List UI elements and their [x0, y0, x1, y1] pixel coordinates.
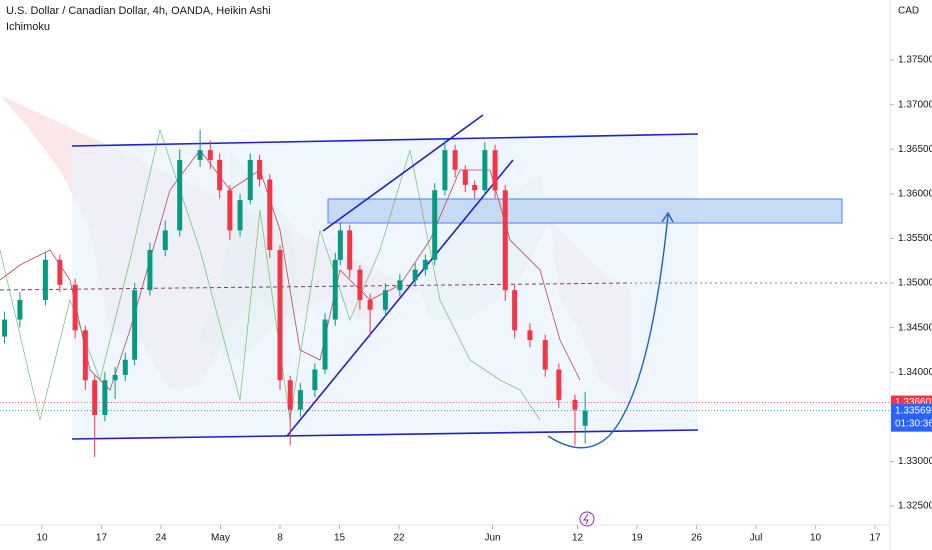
event-icon-bolt: [583, 513, 589, 525]
candle-body: [367, 299, 373, 310]
candle-body: [556, 369, 562, 400]
wedge-lower: [286, 159, 514, 437]
x-tick-label: 17: [96, 533, 108, 544]
candle-body: [357, 269, 363, 300]
price-tag: [891, 403, 932, 432]
x-tick-label: 10: [36, 533, 48, 544]
candle-body: [422, 259, 428, 270]
candle-body: [312, 369, 318, 391]
candle-body: [322, 319, 328, 370]
candle-body: [257, 159, 263, 180]
price-tag-label: 1.33569: [895, 405, 932, 416]
candle-body: [102, 380, 108, 416]
projection-arc: [547, 214, 669, 449]
candle-body: [542, 340, 548, 370]
candle-body: [17, 299, 23, 320]
chart-title: U.S. Dollar / Canadian Dollar, 4h, OANDA…: [6, 5, 271, 17]
plot: [2, 129, 588, 457]
candle-body: [572, 399, 578, 410]
candle-body: [297, 390, 303, 410]
projection-arrow: [661, 211, 674, 223]
candle-body: [442, 150, 448, 191]
base-line: [0, 149, 581, 391]
candle-body: [512, 290, 518, 331]
candle-body: [287, 380, 293, 410]
candle-body: [502, 190, 508, 291]
candle-body: [132, 290, 138, 360]
y-tick-label: 1.35000: [898, 278, 932, 289]
resistance-zone: [327, 198, 843, 224]
y-tick-label: 1.37000: [898, 99, 932, 110]
candle-body: [337, 230, 343, 260]
x-tick-label: 24: [155, 533, 167, 544]
candle-body: [382, 290, 388, 310]
candle-body: [57, 259, 63, 285]
candle-body: [217, 159, 223, 191]
x-tick-label: Jul: [750, 533, 763, 544]
x-tick-label: 12: [572, 533, 584, 544]
candle-body: [277, 250, 283, 381]
candle-body: [177, 159, 183, 231]
x-tick-label: 15: [334, 533, 346, 544]
y-tick-label: 1.37500: [898, 55, 932, 66]
y-tick-label: 1.32500: [898, 501, 932, 512]
wedge-upper: [322, 114, 484, 232]
candle-body: [527, 330, 533, 341]
candle-body: [472, 184, 478, 191]
candle-body: [482, 150, 488, 191]
x-tick-label: May: [211, 533, 230, 544]
candle-body: [92, 380, 98, 416]
candle-body: [162, 230, 168, 251]
x-tick-label: 22: [393, 533, 405, 544]
x-tick-label: 26: [691, 533, 703, 544]
y-tick-label: 1.36500: [898, 144, 932, 155]
candle-body: [227, 190, 233, 231]
candle-body: [247, 159, 253, 201]
candle-body: [237, 200, 243, 231]
x-tick-label: 10: [810, 533, 822, 544]
candle-body: [82, 330, 88, 381]
candle-body: [347, 230, 353, 270]
x-tick-label: 17: [869, 533, 881, 544]
y-tick-label: 1.34500: [898, 322, 932, 333]
candle-body: [147, 250, 153, 291]
candle-body: [267, 179, 273, 251]
indicator-name: Ichimoku: [6, 21, 50, 33]
dashed-line: [0, 282, 631, 291]
event-icon[interactable]: [579, 511, 595, 527]
x-tick-label: Jun: [484, 533, 500, 544]
candle-body: [112, 374, 118, 381]
candle-body: [462, 169, 468, 185]
axis-currency: CAD: [898, 6, 919, 17]
candle-body: [2, 319, 8, 337]
candle-body: [492, 150, 498, 191]
candle-body: [332, 259, 338, 320]
y-tick-label: 1.34000: [898, 367, 932, 378]
channel-top: [71, 133, 699, 147]
candle-body: [207, 150, 213, 160]
candle-body: [42, 259, 48, 300]
x-tick-label: 19: [631, 533, 643, 544]
y-tick-label: 1.33000: [898, 456, 932, 467]
candle-body: [72, 284, 78, 331]
countdown: 01:30:36: [895, 418, 932, 429]
candle-body: [412, 269, 418, 281]
candle-body: [452, 150, 458, 170]
channel-bottom: [71, 429, 699, 440]
candle-body: [122, 359, 128, 375]
price-tag-label: 1.33660: [895, 397, 932, 408]
y-tick-label: 1.35500: [898, 233, 932, 244]
candle-body: [432, 190, 438, 260]
candle-body: [197, 150, 203, 160]
x-tick-label: 8: [277, 533, 283, 544]
candle-body: [397, 280, 403, 291]
y-tick-label: 1.36000: [898, 188, 932, 199]
candle-body: [582, 410, 588, 426]
